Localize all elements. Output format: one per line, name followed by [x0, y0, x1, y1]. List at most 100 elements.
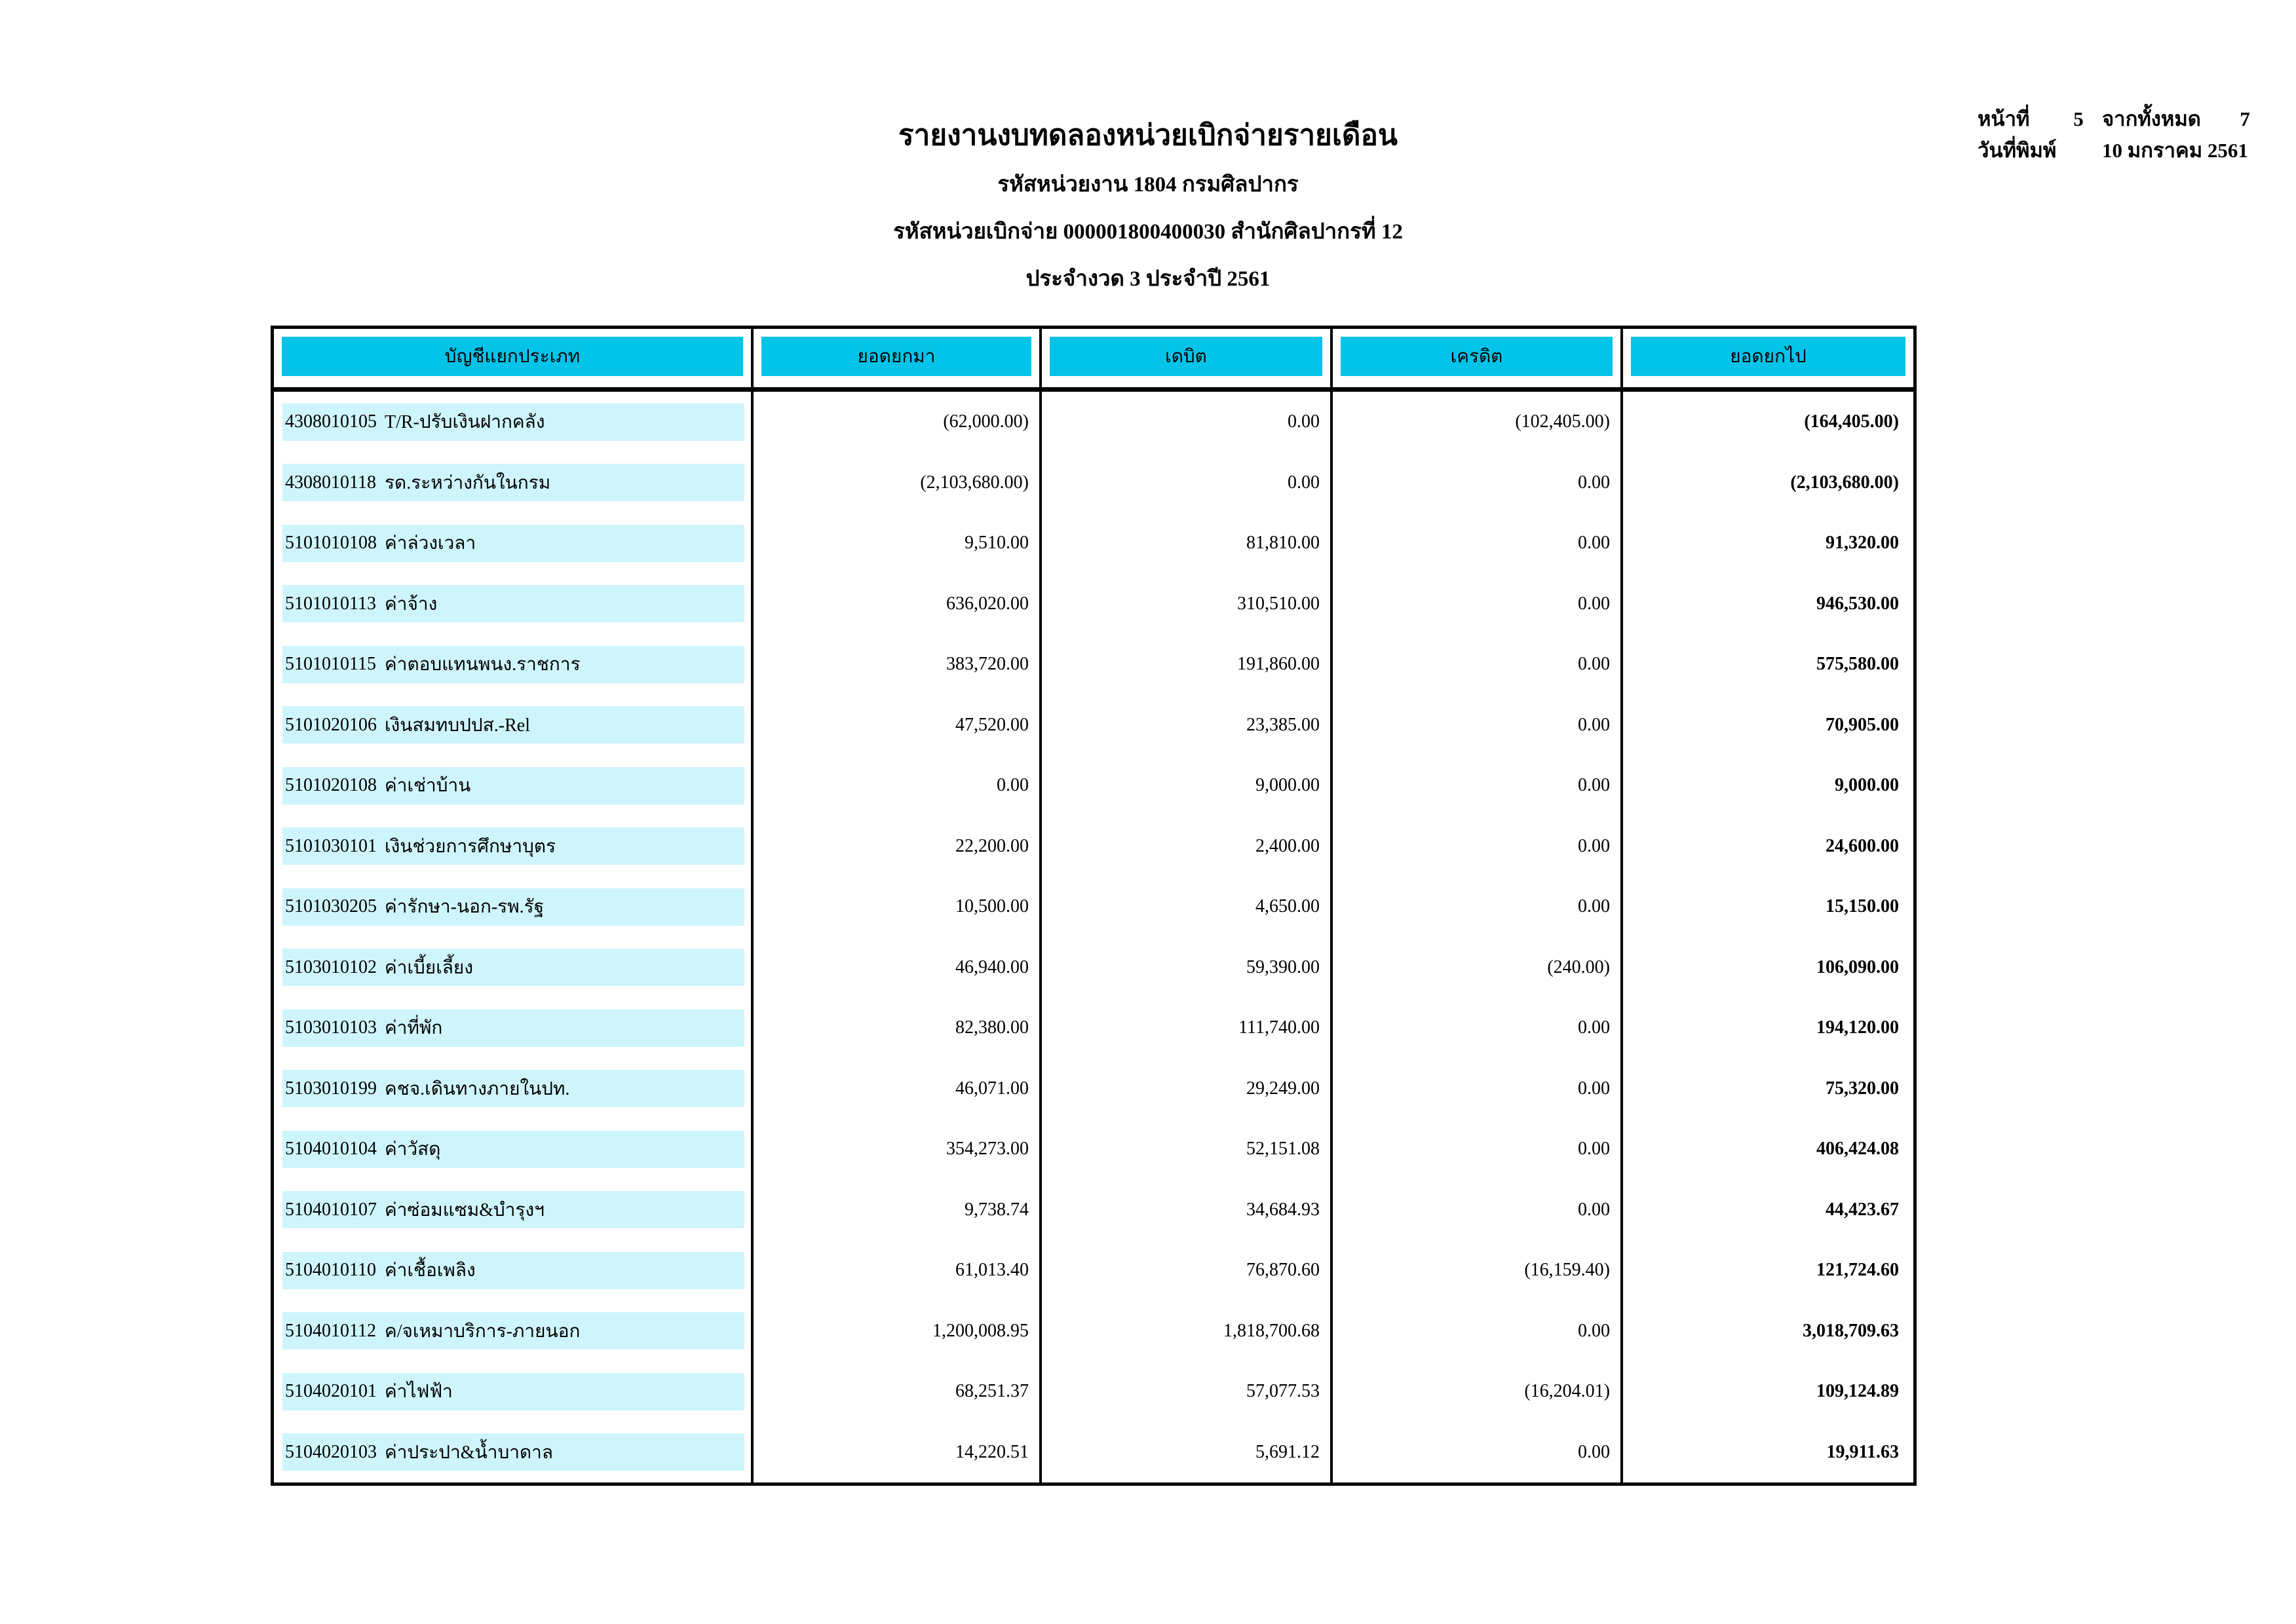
column-header-credit: เครดิต: [1341, 337, 1613, 376]
agency-code-line: รหัสหน่วยงาน 1804 กรมศิลปากร: [997, 173, 1299, 197]
account-name: ค่าจ้าง: [385, 594, 438, 614]
table-row: 5101030205 ค่ารักษา-นอก-รพ.รัฐ 10,500.00…: [274, 877, 1913, 937]
debit-cell: 29,249.00: [1039, 1058, 1330, 1119]
account-name: คชจ.เดินทางภายในปท.: [385, 1078, 570, 1099]
carry-forward-cell: 22,200.00: [751, 816, 1039, 877]
report-title: รายงานงบทดลองหน่วยเบิกจ่ายรายเดือน: [898, 119, 1398, 151]
credit-cell: 0.00: [1330, 694, 1620, 755]
account-code: 5104020103: [285, 1441, 377, 1462]
table-row: 4308010118 รด.ระหว่างกันในกรม (2,103,680…: [274, 452, 1913, 514]
account-name: เงินสมทบปปส.-Rel: [385, 715, 531, 736]
credit-cell: 0.00: [1330, 1179, 1620, 1240]
balance-cell: 15,150.00: [1620, 877, 1913, 937]
disbursement-code-line: รหัสหน่วยเบิกจ่าย 000001800400030 สำนักศ…: [893, 219, 1403, 244]
table-row: 5104010104 ค่าวัสดุ 354,273.00 52,151.08…: [274, 1119, 1913, 1180]
balance-cell: (2,103,680.00): [1620, 452, 1913, 513]
print-date-row: วันที่พิมพ์ 10 มกราคม 2561: [1978, 135, 2259, 166]
table-body: 4308010105 T/R-ปรับเงินฝากคลัง (62,000.0…: [274, 392, 1913, 1482]
debit-cell: 81,810.00: [1039, 513, 1330, 574]
credit-cell: 0.00: [1330, 573, 1620, 634]
account-band: 5101030205 ค่ารักษา-นอก-รพ.รัฐ: [282, 888, 744, 926]
account-name: ค่าไฟฟ้า: [385, 1382, 453, 1403]
balance-cell: 575,580.00: [1620, 634, 1913, 695]
balance-cell: 109,124.89: [1620, 1361, 1913, 1422]
print-date-label: วันที่พิมพ์: [1978, 139, 2057, 162]
credit-cell: 0.00: [1330, 1119, 1620, 1180]
account-cell: 5103010103 ค่าที่พัก: [274, 998, 751, 1059]
account-band: 5101010108 ค่าล่วงเวลา: [282, 524, 744, 562]
header-cell-carry-forward: ยอดยกมา: [751, 329, 1039, 387]
table-row: 5101010108 ค่าล่วงเวลา 9,510.00 81,810.0…: [274, 513, 1913, 574]
account-code: 5101010113: [285, 593, 376, 614]
account-cell: 5101010115 ค่าตอบแทนพนง.ราชการ: [274, 634, 751, 695]
balance-cell: 406,424.08: [1620, 1119, 1913, 1180]
account-name: ค่าเชื้อเพลิง: [385, 1260, 476, 1281]
credit-cell: 0.00: [1330, 1422, 1620, 1482]
balance-cell: 44,423.67: [1620, 1179, 1913, 1240]
credit-cell: 0.00: [1330, 513, 1620, 574]
debit-cell: 5,691.12: [1039, 1422, 1330, 1482]
table-header-row: บัญชีแยกประเภท ยอดยกมา เดบิต เครดิต ยอดย…: [274, 329, 1913, 392]
carry-forward-cell: 636,020.00: [751, 573, 1039, 634]
balance-cell: 70,905.00: [1620, 694, 1913, 755]
account-name: ค่าตอบแทนพนง.ราชการ: [385, 654, 581, 675]
debit-cell: 76,870.60: [1039, 1240, 1330, 1301]
account-code: 4308010105: [285, 411, 377, 432]
credit-cell: 0.00: [1330, 452, 1620, 513]
account-cell: 5101010108 ค่าล่วงเวลา: [274, 513, 751, 574]
carry-forward-cell: 46,940.00: [751, 937, 1039, 998]
account-band: 5101020108 ค่าเช่าบ้าน: [282, 766, 744, 804]
account-band: 4308010105 T/R-ปรับเงินฝากคลัง: [282, 403, 744, 441]
carry-forward-cell: 61,013.40: [751, 1240, 1039, 1301]
account-cell: 5104020103 ค่าประปา&น้ำบาดาล: [274, 1422, 751, 1483]
credit-cell: (240.00): [1330, 937, 1620, 998]
credit-cell: (16,204.01): [1330, 1361, 1620, 1422]
credit-cell: 0.00: [1330, 1300, 1620, 1361]
table-row: 5101030101 เงินช่วยการศึกษาบุตร 22,200.0…: [274, 816, 1913, 877]
debit-cell: 1,818,700.68: [1039, 1300, 1330, 1361]
account-cell: 4308010118 รด.ระหว่างกันในกรม: [274, 453, 751, 514]
carry-forward-cell: 383,720.00: [751, 634, 1039, 695]
account-name: ค่าวัสดุ: [385, 1139, 441, 1160]
debit-cell: 57,077.53: [1039, 1361, 1330, 1422]
balance-cell: 24,600.00: [1620, 816, 1913, 877]
account-code: 5103010103: [285, 1017, 377, 1038]
account-band: 4308010118 รด.ระหว่างกันในกรม: [282, 464, 744, 502]
table-row: 5104020103 ค่าประปา&น้ำบาดาล 14,220.51 5…: [274, 1422, 1913, 1483]
account-band: 5103010103 ค่าที่พัก: [282, 1009, 744, 1047]
debit-cell: 0.00: [1039, 392, 1330, 453]
credit-cell: 0.00: [1330, 998, 1620, 1059]
debit-cell: 0.00: [1039, 452, 1330, 513]
credit-cell: 0.00: [1330, 877, 1620, 937]
balance-cell: 194,120.00: [1620, 998, 1913, 1059]
debit-cell: 191,860.00: [1039, 634, 1330, 695]
table-row: 5104010112 ค/จเหมาบริการ-ภายนอก 1,200,00…: [274, 1300, 1913, 1361]
balance-cell: (164,405.00): [1620, 392, 1913, 453]
carry-forward-cell: (62,000.00): [751, 392, 1039, 453]
carry-forward-cell: (2,103,680.00): [751, 452, 1039, 513]
report-header: รายงานงบทดลองหน่วยเบิกจ่ายรายเดือน รหัสห…: [0, 119, 2296, 292]
page-number-row: หน้าที่ 5 จากทั้งหมด 7: [1978, 104, 2259, 135]
table-row: 5104010110 ค่าเชื้อเพลิง 61,013.40 76,87…: [274, 1240, 1913, 1301]
account-cell: 5101020108 ค่าเช่าบ้าน: [274, 755, 751, 816]
debit-cell: 310,510.00: [1039, 573, 1330, 634]
header-cell-account: บัญชีแยกประเภท: [274, 329, 751, 387]
column-header-balance: ยอดยกไป: [1631, 337, 1905, 376]
period-line: ประจำงวด 3 ประจำปี 2561: [1025, 267, 1271, 291]
balance-cell: 19,911.63: [1620, 1422, 1913, 1482]
account-band: 5101010115 ค่าตอบแทนพนง.ราชการ: [282, 645, 744, 683]
header-cell-credit: เครดิต: [1330, 329, 1620, 387]
table-row: 5104010107 ค่าซ่อมแซม&บำรุงฯ 9,738.74 34…: [274, 1179, 1913, 1240]
account-code: 5104020101: [285, 1381, 377, 1402]
account-band: 5104010112 ค/จเหมาบริการ-ภายนอก: [282, 1312, 744, 1350]
header-cell-debit: เดบิต: [1039, 329, 1330, 387]
debit-cell: 4,650.00: [1039, 877, 1330, 937]
credit-cell: 0.00: [1330, 634, 1620, 695]
account-code: 4308010118: [285, 472, 376, 493]
account-name: เงินช่วยการศึกษาบุตร: [385, 836, 556, 857]
carry-forward-cell: 0.00: [751, 755, 1039, 816]
account-code: 5101020108: [285, 775, 377, 796]
table-row: 5101020108 ค่าเช่าบ้าน 0.00 9,000.00 0.0…: [274, 755, 1913, 816]
header-cell-balance: ยอดยกไป: [1620, 329, 1913, 387]
total-pages-label: จากทั้งหมด: [2102, 107, 2201, 130]
